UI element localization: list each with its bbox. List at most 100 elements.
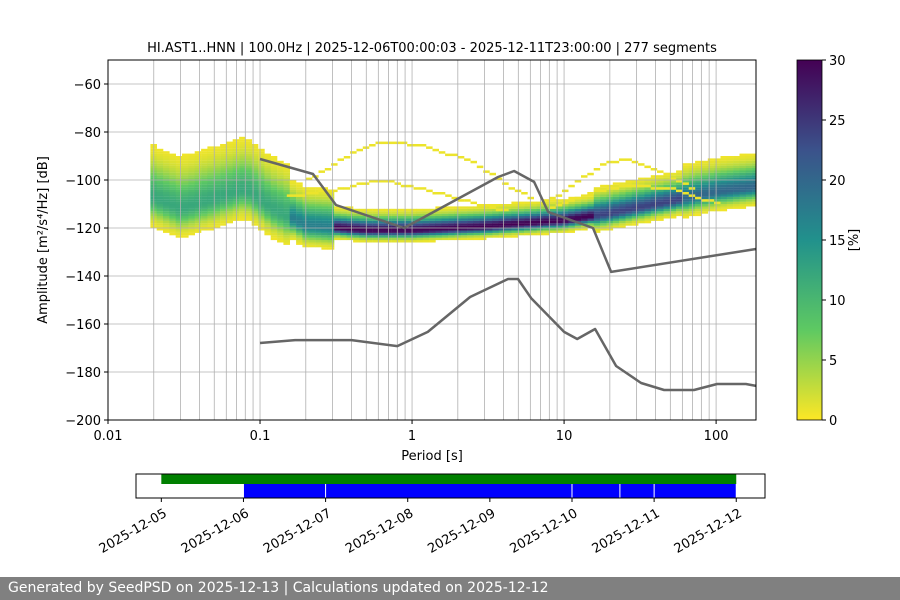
heatmap-cell bbox=[701, 204, 709, 207]
heatmap-cell bbox=[435, 211, 442, 214]
heatmap-cell bbox=[663, 216, 671, 219]
heatmap-cell bbox=[625, 180, 633, 183]
heatmap-cell bbox=[232, 175, 240, 178]
heatmap-cell bbox=[289, 230, 297, 233]
heatmap-cell bbox=[587, 201, 595, 205]
heatmap-cell bbox=[226, 182, 233, 185]
heatmap-cell bbox=[270, 223, 278, 226]
heatmap-cell bbox=[321, 206, 328, 209]
heatmap-cell bbox=[682, 194, 690, 197]
heatmap-cell bbox=[549, 228, 556, 231]
heatmap-cell bbox=[600, 194, 607, 197]
heatmap-cell bbox=[156, 228, 164, 231]
heatmap-cell bbox=[163, 192, 170, 195]
heatmap-cell bbox=[156, 211, 164, 214]
heatmap-cell bbox=[378, 235, 385, 238]
heatmap-cell bbox=[739, 187, 747, 190]
heatmap-cell bbox=[264, 220, 271, 224]
heatmap-cell bbox=[156, 156, 164, 159]
heatmap-cell bbox=[397, 230, 404, 233]
heatmap-cell bbox=[232, 163, 240, 166]
heatmap-cell bbox=[524, 223, 531, 226]
heatmap-cell bbox=[619, 208, 626, 212]
heatmap-cell bbox=[245, 201, 252, 205]
heatmap-cell bbox=[239, 139, 246, 142]
heatmap-cell bbox=[562, 230, 569, 233]
heatmap-cell bbox=[714, 206, 721, 209]
heatmap-cell bbox=[213, 216, 221, 219]
heatmap-cell bbox=[270, 189, 278, 193]
heatmap-cell bbox=[695, 184, 702, 188]
heatmap-cell bbox=[245, 189, 252, 193]
heatmap-cell bbox=[194, 184, 202, 188]
heatmap-cell bbox=[169, 228, 176, 231]
heatmap-cell bbox=[707, 182, 715, 185]
heatmap-cell bbox=[213, 175, 221, 178]
heatmap-cell bbox=[372, 218, 379, 221]
heatmap-cell bbox=[384, 223, 392, 226]
heatmap-cell bbox=[631, 211, 639, 214]
heatmap-cell bbox=[587, 213, 595, 217]
heatmap-cell bbox=[562, 206, 569, 209]
heatmap-cell bbox=[258, 163, 265, 166]
heatmap-cell bbox=[473, 237, 480, 241]
heatmap-cell bbox=[657, 204, 664, 207]
heatmap-cell bbox=[536, 216, 544, 219]
heatmap-cell bbox=[226, 194, 233, 197]
heatmap-cell bbox=[226, 156, 233, 159]
heatmap-cell bbox=[232, 158, 240, 161]
heatmap-cell bbox=[289, 213, 297, 217]
heatmap-cell bbox=[549, 206, 556, 209]
heatmap-cell bbox=[549, 223, 556, 226]
heatmap-cell bbox=[305, 177, 313, 181]
heatmap-cell bbox=[644, 194, 652, 197]
heatmap-cell bbox=[669, 187, 677, 190]
heatmap-cell bbox=[695, 189, 702, 193]
heatmap-cell bbox=[175, 230, 183, 233]
heatmap-cell bbox=[277, 218, 284, 221]
heatmap-cell bbox=[752, 172, 757, 176]
heatmap-cell bbox=[321, 211, 328, 214]
heatmap-cell bbox=[593, 213, 601, 217]
heatmap-cell bbox=[156, 213, 164, 217]
heatmap-cell bbox=[220, 216, 227, 219]
heatmap-cell bbox=[194, 218, 202, 221]
heatmap-cell bbox=[505, 235, 512, 238]
heatmap-cell bbox=[574, 208, 582, 212]
heatmap-cell bbox=[175, 175, 183, 178]
heatmap-cell bbox=[714, 158, 721, 161]
heatmap-cell bbox=[593, 204, 601, 207]
heatmap-cell bbox=[207, 172, 214, 176]
timeline-tick-label: 2025-12-07 bbox=[261, 506, 334, 557]
heatmap-cell bbox=[327, 201, 335, 205]
heatmap-cell bbox=[701, 165, 709, 169]
heatmap-cell bbox=[194, 172, 202, 176]
heatmap-cell bbox=[663, 177, 671, 181]
heatmap-cell bbox=[175, 204, 183, 207]
heatmap-cell bbox=[182, 199, 189, 202]
heatmap-cell bbox=[739, 170, 747, 173]
heatmap-cell bbox=[334, 213, 341, 217]
heatmap-cell bbox=[739, 175, 747, 178]
heatmap-cell bbox=[397, 235, 404, 238]
heatmap-cell bbox=[340, 228, 347, 231]
heatmap-cell bbox=[479, 235, 487, 238]
heatmap-cell bbox=[169, 180, 176, 183]
heatmap-cell bbox=[676, 184, 683, 188]
heatmap-cell bbox=[726, 180, 734, 183]
heatmap-cell bbox=[733, 192, 740, 195]
heatmap-cell bbox=[752, 184, 757, 188]
heatmap-cell bbox=[631, 208, 639, 212]
heatmap-cell bbox=[612, 213, 620, 217]
heatmap-cell bbox=[695, 170, 702, 173]
heatmap-cell bbox=[175, 165, 183, 169]
heatmap-cell bbox=[739, 156, 747, 159]
heatmap-cell bbox=[682, 192, 689, 195]
heatmap-cell bbox=[701, 211, 709, 214]
heatmap-cell bbox=[201, 220, 208, 224]
heatmap-cell bbox=[194, 175, 202, 178]
heatmap-cell bbox=[296, 184, 303, 188]
heatmap-cell bbox=[441, 206, 449, 209]
heatmap-cell bbox=[517, 228, 525, 231]
heatmap-cell bbox=[752, 182, 757, 185]
